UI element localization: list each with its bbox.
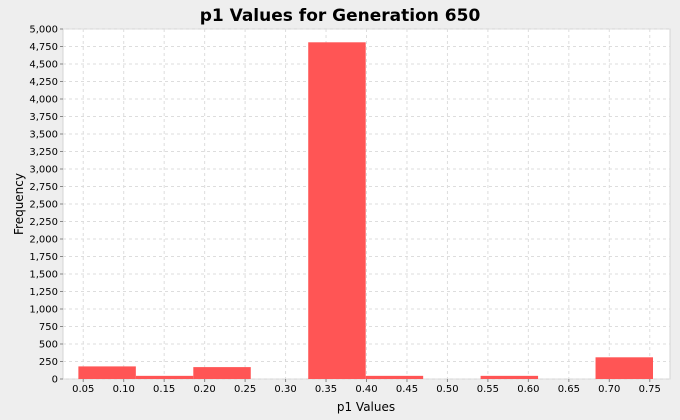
- y-tick-label: 2,750: [29, 182, 58, 193]
- histogram-bar: [135, 375, 194, 379]
- histogram-bar: [480, 375, 539, 379]
- x-tick-label: 0.20: [194, 384, 216, 395]
- histogram-bar: [78, 366, 136, 379]
- x-tick-label: 0.65: [558, 384, 580, 395]
- y-tick-label: 1,750: [29, 252, 58, 263]
- histogram-bar: [308, 42, 366, 380]
- histogram-bar: [595, 357, 654, 379]
- y-tick-label: 2,250: [29, 217, 58, 228]
- x-axis-ticks: 0.05 0.10 0.15 0.20 0.25 0.30 0.35 0.40 0.45 0.50…: [72, 379, 661, 395]
- x-tick-label: 0.40: [355, 384, 377, 395]
- y-tick-label: 0: [52, 375, 58, 386]
- y-tick-label: 1,500: [29, 270, 58, 281]
- x-tick-label: 0.60: [517, 384, 539, 395]
- x-tick-label: 0.75: [639, 384, 661, 395]
- x-tick-label: 0.30: [274, 384, 296, 395]
- y-tick-label: 1,000: [29, 305, 58, 316]
- y-tick-label: 750: [39, 322, 58, 333]
- y-tick-label: 4,000: [29, 95, 58, 106]
- y-tick-label: 4,250: [29, 77, 58, 88]
- x-tick-label: 0.10: [113, 384, 135, 395]
- y-tick-label: 5,000: [29, 25, 58, 36]
- y-tick-label: 2,500: [29, 200, 58, 211]
- x-tick-label: 0.55: [477, 384, 499, 395]
- y-tick-label: 3,750: [29, 112, 58, 123]
- x-tick-label: 0.25: [234, 384, 256, 395]
- y-axis-label: Frequency: [12, 173, 26, 235]
- bars: [78, 42, 654, 380]
- y-tick-label: 250: [39, 357, 58, 368]
- y-tick-label: 500: [39, 340, 58, 351]
- x-tick-label: 0.70: [598, 384, 620, 395]
- x-tick-label: 0.15: [153, 384, 175, 395]
- y-tick-label: 4,750: [29, 42, 58, 53]
- y-tick-label: 3,250: [29, 147, 58, 158]
- y-axis-ticks: 0 250 500 750 1,000 1,250 1,500 1,750 2,000 2,250…: [29, 25, 63, 386]
- x-tick-label: 0.35: [315, 384, 337, 395]
- x-tick-label: 0.45: [396, 384, 418, 395]
- y-tick-label: 4,500: [29, 60, 58, 71]
- y-tick-label: 3,000: [29, 165, 58, 176]
- chart-title: p1 Values for Generation 650: [200, 6, 481, 26]
- y-tick-label: 1,250: [29, 287, 58, 298]
- x-axis-label: p1 Values: [337, 400, 395, 414]
- y-tick-label: 2,000: [29, 235, 58, 246]
- x-tick-label: 0.05: [72, 384, 94, 395]
- x-tick-label: 0.50: [436, 384, 458, 395]
- histogram-bar: [365, 375, 424, 379]
- y-tick-label: 3,500: [29, 130, 58, 141]
- histogram-bar: [193, 367, 251, 379]
